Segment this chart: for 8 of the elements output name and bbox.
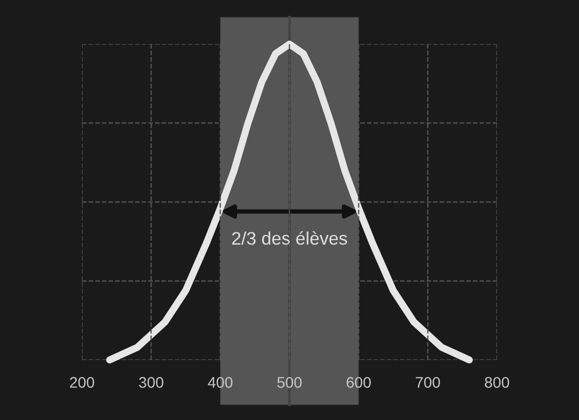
x-tick-label: 300 [138,377,164,388]
x-tick-label: 500 [277,377,302,388]
x-tick-label: 200 [70,377,94,388]
x-tick-label: 700 [416,377,440,388]
band-label: 2/3 des élèves [232,231,348,245]
x-tick-label: 400 [208,377,232,388]
x-tick-label: 800 [484,377,510,388]
x-tick-label: 600 [346,377,371,388]
